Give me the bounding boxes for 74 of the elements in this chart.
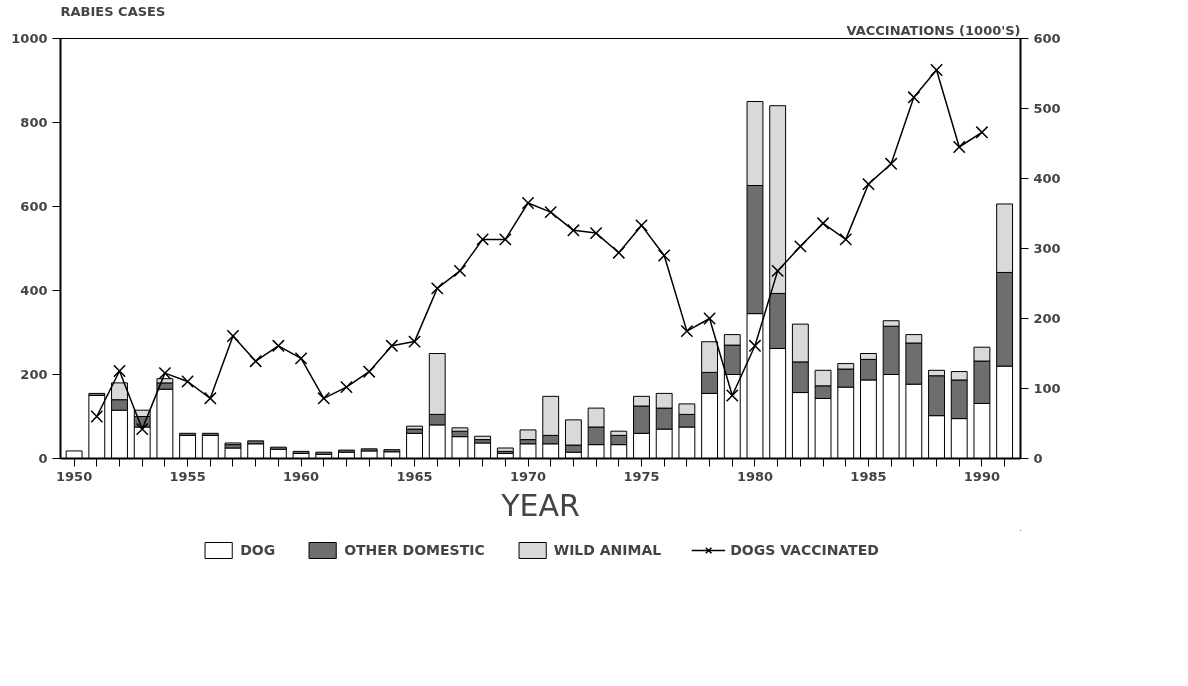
bar: [315, 451, 333, 455]
point: [158, 366, 172, 380]
point: [907, 90, 921, 104]
y2-tick-label: 300: [1033, 241, 1061, 256]
x-tick-label: 1975: [623, 468, 660, 484]
y2-tick-label: 100: [1033, 381, 1061, 396]
legend-label: DOGS VACCINATED: [730, 542, 879, 558]
y2-tick-label: 500: [1033, 101, 1061, 116]
legend-label: WILD ANIMAL: [553, 542, 662, 558]
point: [544, 205, 558, 219]
y-tick-label: 200: [20, 367, 48, 382]
point: [862, 177, 875, 191]
point: [884, 157, 898, 171]
y-axis-title: RABIES CASES: [60, 3, 166, 19]
y-tick-label: 800: [20, 115, 48, 130]
point: [612, 246, 626, 260]
point: [385, 339, 399, 353]
bar: [406, 425, 423, 430]
point: [113, 364, 126, 378]
point: [498, 232, 512, 246]
bar: [519, 429, 537, 441]
point: [952, 140, 966, 154]
point: [135, 422, 149, 436]
point: [90, 410, 104, 423]
point: [635, 218, 648, 232]
x-tick-label: 1985: [850, 468, 887, 484]
point: [657, 249, 671, 262]
y-tick-label: 0: [38, 451, 48, 466]
bar: [474, 435, 492, 441]
point: [975, 125, 989, 139]
x-tick-label: 1950: [56, 468, 93, 484]
point: [430, 281, 444, 295]
legend-label: OTHER DOMESTIC: [344, 542, 485, 558]
y-tick-label: 600: [20, 199, 48, 214]
point: [771, 264, 785, 278]
x-tick-label: 1970: [509, 468, 547, 484]
y-tick-label: 400: [20, 283, 48, 298]
point: [816, 216, 830, 230]
point: [839, 232, 853, 246]
y2-tick-label: 0: [1033, 451, 1043, 466]
point: [249, 354, 263, 368]
point: [567, 223, 580, 237]
y2-tick-label: 200: [1033, 311, 1061, 326]
y2-tick-label: 400: [1033, 171, 1061, 186]
point: [294, 351, 308, 365]
point: [340, 380, 353, 394]
point: [271, 339, 285, 353]
y2-axis-title: VACCINATIONS (1000'S): [846, 22, 1021, 38]
point: [476, 232, 490, 246]
point: [589, 226, 603, 240]
point: [362, 365, 376, 379]
point: [725, 389, 739, 402]
x-tick-label: 1980: [736, 468, 774, 484]
point: [793, 239, 807, 253]
y-tick-label: 1000: [11, 31, 48, 46]
x-tick-label: 1955: [169, 468, 206, 484]
x-axis-title: YEAR: [500, 487, 580, 523]
bar: [292, 450, 310, 454]
x-tick-label: 1990: [963, 468, 1001, 484]
point: [408, 335, 421, 349]
point: [181, 375, 194, 388]
point: [317, 391, 331, 405]
point: [226, 329, 240, 343]
point: [521, 196, 535, 210]
point: [930, 63, 943, 77]
point: [680, 324, 694, 338]
y2-tick-label: 600: [1033, 31, 1061, 46]
point: [203, 391, 217, 405]
legend-label: DOG: [240, 542, 276, 558]
point: [453, 264, 467, 278]
point: [703, 312, 716, 325]
point: [748, 339, 762, 353]
x-tick-label: 1965: [396, 468, 433, 484]
x-tick-label: 1960: [282, 468, 320, 484]
